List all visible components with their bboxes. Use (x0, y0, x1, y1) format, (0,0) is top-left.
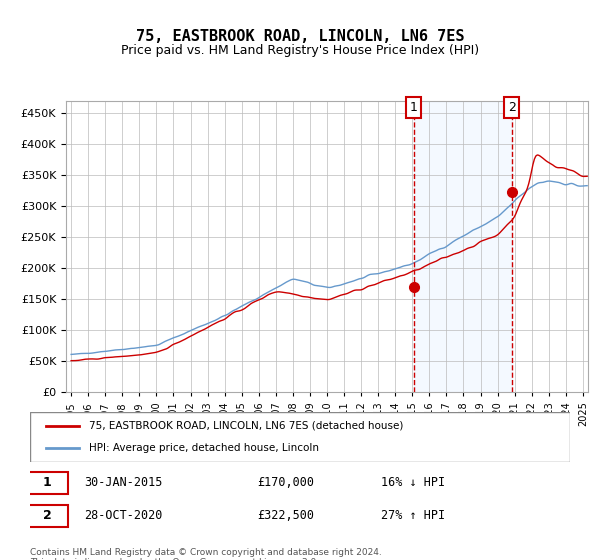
FancyBboxPatch shape (28, 472, 68, 494)
Bar (413, 101, 512, 392)
Text: 1: 1 (43, 477, 52, 489)
Text: Contains HM Land Registry data © Crown copyright and database right 2024.
This d: Contains HM Land Registry data © Crown c… (30, 548, 382, 560)
Text: 1: 1 (410, 101, 418, 114)
Text: 27% ↑ HPI: 27% ↑ HPI (381, 509, 445, 522)
Text: 75, EASTBROOK ROAD, LINCOLN, LN6 7ES (detached house): 75, EASTBROOK ROAD, LINCOLN, LN6 7ES (de… (89, 421, 404, 431)
Text: 2: 2 (508, 101, 515, 114)
Text: Price paid vs. HM Land Registry's House Price Index (HPI): Price paid vs. HM Land Registry's House … (121, 44, 479, 57)
Text: £322,500: £322,500 (257, 509, 314, 522)
Text: 16% ↓ HPI: 16% ↓ HPI (381, 477, 445, 489)
Text: 75, EASTBROOK ROAD, LINCOLN, LN6 7ES: 75, EASTBROOK ROAD, LINCOLN, LN6 7ES (136, 29, 464, 44)
Text: HPI: Average price, detached house, Lincoln: HPI: Average price, detached house, Linc… (89, 443, 319, 453)
Text: 2: 2 (43, 509, 52, 522)
Text: 28-OCT-2020: 28-OCT-2020 (84, 509, 163, 522)
Text: £170,000: £170,000 (257, 477, 314, 489)
Text: 30-JAN-2015: 30-JAN-2015 (84, 477, 163, 489)
FancyBboxPatch shape (30, 412, 570, 462)
FancyBboxPatch shape (28, 505, 68, 526)
